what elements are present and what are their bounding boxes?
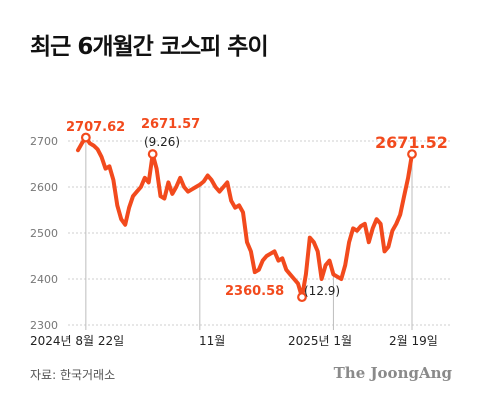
max-point-label: 2707.62 — [66, 120, 125, 135]
data-point-marker — [407, 149, 417, 160]
x-tick-label: 2024년 8월 22일 — [30, 334, 124, 348]
y-tick-label: 2500 — [30, 227, 58, 240]
x-tick-label: 2025년 1월 — [288, 334, 352, 348]
y-tick-label: 2300 — [30, 319, 58, 332]
min-point-date: (12.9) — [304, 284, 340, 298]
label-layer: 2707.62 2671.57 (9.26) 2360.58 (12.9) 2671.52 — [66, 117, 448, 299]
second-peak-label: 2671.57 — [141, 117, 200, 132]
min-point-label: 2360.58 — [225, 284, 284, 299]
data-point-marker — [147, 149, 158, 159]
chart-title: 최근 6개월간 코스피 추이 — [30, 34, 269, 60]
x-tick-layer: 2024년 8월 22일 11월 2025년 1월 2월 19일 — [30, 334, 438, 348]
y-tick-label: 2700 — [30, 135, 58, 148]
second-peak-date: (9.26) — [144, 135, 180, 149]
x-tick-label: 11월 — [199, 334, 225, 348]
y-tick-label: 2600 — [30, 181, 58, 194]
publisher-logo: The JoongAng — [333, 364, 452, 382]
grid-layer: 2300 2400 2500 2600 2700 — [30, 135, 452, 332]
latest-point-label: 2671.52 — [375, 133, 448, 152]
data-point-marker — [297, 292, 307, 303]
point-layer — [80, 132, 417, 303]
data-point-marker — [80, 132, 91, 143]
y-tick-label: 2400 — [30, 273, 58, 286]
marker-layer — [85, 137, 413, 330]
kospi-series-line — [76, 135, 414, 300]
x-tick-label: 2월 19일 — [389, 334, 438, 348]
source-note: 자료: 한국거래소 — [30, 368, 116, 382]
